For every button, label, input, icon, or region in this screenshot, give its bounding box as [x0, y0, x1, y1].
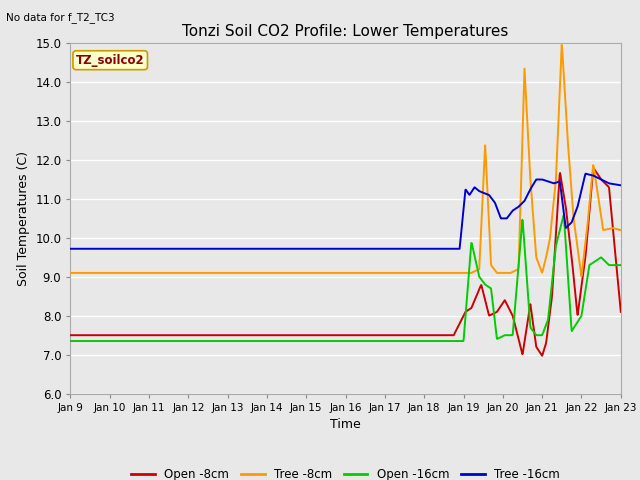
Legend: Open -8cm, Tree -8cm, Open -16cm, Tree -16cm: Open -8cm, Tree -8cm, Open -16cm, Tree -… — [127, 463, 564, 480]
Y-axis label: Soil Temperatures (C): Soil Temperatures (C) — [17, 151, 29, 286]
Title: Tonzi Soil CO2 Profile: Lower Temperatures: Tonzi Soil CO2 Profile: Lower Temperatur… — [182, 24, 509, 39]
Text: TZ_soilco2: TZ_soilco2 — [76, 54, 145, 67]
Text: No data for f_T2_TC3: No data for f_T2_TC3 — [6, 12, 115, 23]
X-axis label: Time: Time — [330, 418, 361, 431]
